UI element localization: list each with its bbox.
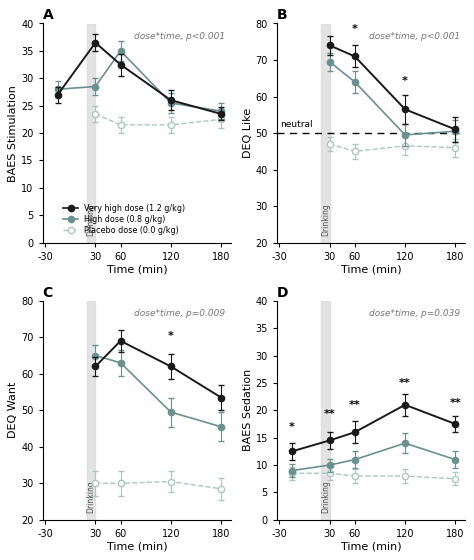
Text: **: **: [324, 408, 336, 418]
Text: Drinking: Drinking: [321, 203, 330, 236]
Text: *: *: [289, 422, 295, 432]
Text: dose*time, p<0.001: dose*time, p<0.001: [369, 32, 460, 41]
Y-axis label: BAES Stimulation: BAES Stimulation: [9, 85, 18, 181]
Y-axis label: DEQ Like: DEQ Like: [243, 108, 253, 158]
X-axis label: Time (min): Time (min): [107, 542, 167, 552]
Text: neutral: neutral: [280, 120, 313, 129]
Bar: [321, 301, 329, 520]
Text: Drinking: Drinking: [87, 203, 96, 236]
Text: A: A: [43, 8, 54, 22]
Text: *: *: [168, 331, 174, 341]
Text: **: **: [349, 400, 361, 410]
Text: C: C: [43, 286, 53, 300]
Text: **: **: [399, 379, 411, 389]
Text: dose*time, p<0.001: dose*time, p<0.001: [135, 32, 226, 41]
Text: dose*time, p=0.009: dose*time, p=0.009: [135, 310, 226, 319]
Text: *: *: [352, 25, 358, 35]
Text: Drinking: Drinking: [321, 480, 330, 514]
Y-axis label: BAES Sedation: BAES Sedation: [243, 369, 253, 451]
X-axis label: Time (min): Time (min): [107, 264, 167, 274]
Legend: Very high dose (1.2 g/kg), High dose (0.8 g/kg), Placebo dose (0.0 g/kg): Very high dose (1.2 g/kg), High dose (0.…: [62, 202, 187, 236]
Text: *: *: [402, 76, 408, 86]
Text: B: B: [277, 8, 288, 22]
Text: D: D: [277, 286, 288, 300]
Y-axis label: DEQ Want: DEQ Want: [9, 382, 18, 438]
X-axis label: Time (min): Time (min): [341, 264, 401, 274]
Bar: [87, 301, 95, 520]
Bar: [321, 24, 329, 242]
Text: **: **: [449, 398, 461, 408]
X-axis label: Time (min): Time (min): [341, 542, 401, 552]
Bar: [87, 24, 95, 242]
Text: dose*time, p=0.039: dose*time, p=0.039: [369, 310, 460, 319]
Text: Drinking: Drinking: [87, 480, 96, 514]
